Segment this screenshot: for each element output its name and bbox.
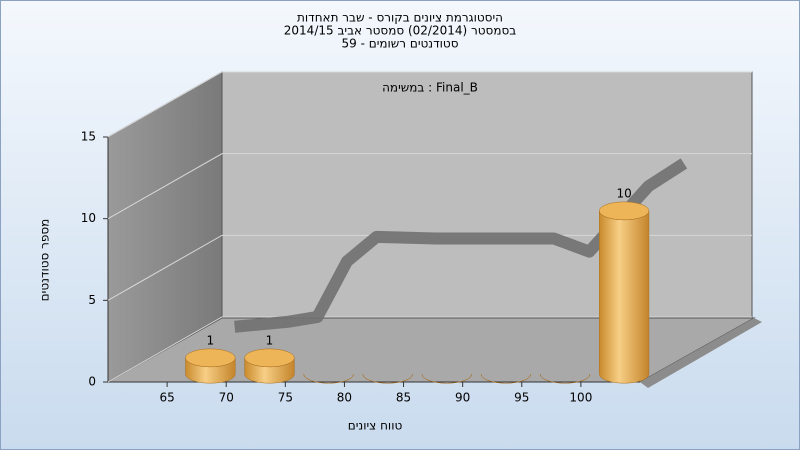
bar-top xyxy=(599,201,650,221)
x-tick-label: 85 xyxy=(396,391,411,405)
annotation: במשימה : Final_B xyxy=(382,81,478,95)
data-label: 1 xyxy=(207,333,215,347)
x-axis-label: טווח ציונים xyxy=(348,419,403,433)
x-tick-label: 90 xyxy=(455,391,470,405)
y-tick-label: 5 xyxy=(88,293,96,307)
x-tick-label: 100 xyxy=(569,391,592,405)
y-tick-label: 15 xyxy=(81,130,96,144)
x-tick-label: 75 xyxy=(278,391,293,405)
chart-title: היסטוגרמת ציונים בקורס - שבר תאחדות xyxy=(297,11,503,25)
y-tick-label: 10 xyxy=(81,211,96,225)
chart-subtitle: סטודנטים רשומים - 59 xyxy=(341,37,458,51)
bar-top xyxy=(185,348,236,368)
y-tick-label: 0 xyxy=(88,375,96,389)
grid-line xyxy=(107,316,752,383)
grid-line xyxy=(107,71,752,138)
bar xyxy=(362,374,413,384)
grid-line xyxy=(107,234,752,301)
bar xyxy=(599,210,650,384)
bar xyxy=(539,374,591,384)
x-tick-label: 70 xyxy=(219,391,234,405)
back-wall xyxy=(221,71,753,319)
grid-line xyxy=(107,153,752,220)
x-tick-label: 80 xyxy=(337,391,352,405)
bar-top xyxy=(244,348,295,368)
data-label: 10 xyxy=(616,186,631,200)
chart-subtitle: בסמסטר (02/2014) סמסטר אביב 2014/15 xyxy=(284,24,516,38)
bar xyxy=(421,374,472,384)
x-tick-label: 95 xyxy=(514,391,529,405)
floor-edge xyxy=(640,318,762,388)
data-label: 1 xyxy=(266,333,274,347)
x-tick-label: 65 xyxy=(159,391,174,405)
bar xyxy=(303,374,354,384)
y-axis-label: מספר סטודנטים xyxy=(38,219,52,302)
